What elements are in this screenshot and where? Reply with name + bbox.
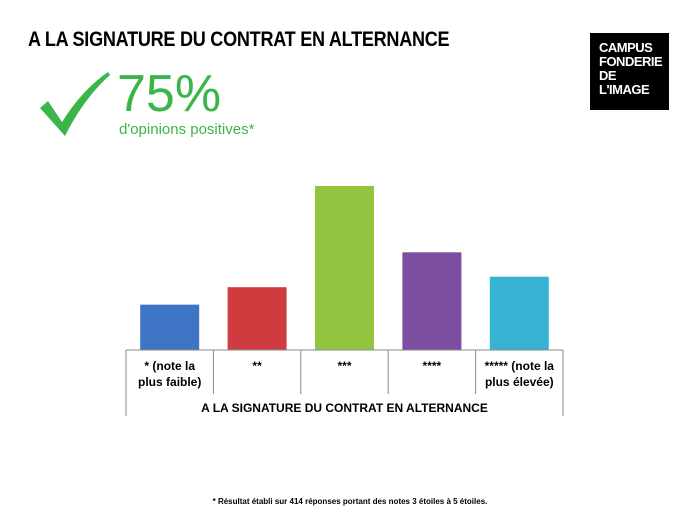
x-axis-label: A LA SIGNATURE DU CONTRAT EN ALTERNANCE bbox=[201, 401, 488, 415]
brand-logo: CAMPUS FONDERIE DE L'IMAGE bbox=[590, 33, 669, 110]
checkmark-icon bbox=[40, 72, 110, 136]
tick-label-4: **** bbox=[423, 359, 442, 373]
tick-label-1: plus faible) bbox=[138, 375, 201, 389]
bar-4 bbox=[402, 252, 462, 350]
tick-label-5: ***** (note la bbox=[485, 359, 555, 373]
footnote: * Résultat établi sur 414 réponses porta… bbox=[212, 497, 488, 506]
tick-label-2: ** bbox=[252, 359, 262, 373]
bar-3 bbox=[315, 186, 374, 350]
tick-label-1: * (note la bbox=[144, 359, 195, 373]
page-title: A LA SIGNATURE DU CONTRAT EN ALTERNANCE bbox=[28, 28, 450, 51]
logo-line: FONDERIE bbox=[599, 54, 663, 69]
positive-percentage-label: d'opinions positives* bbox=[119, 121, 255, 138]
bar-1 bbox=[140, 304, 200, 350]
tick-label-5: plus élevée) bbox=[485, 375, 554, 389]
bar-5 bbox=[489, 276, 549, 350]
bar-2 bbox=[227, 287, 287, 350]
positive-percentage: 75% bbox=[117, 65, 222, 123]
logo-line: DE bbox=[599, 68, 617, 83]
logo-line: L'IMAGE bbox=[599, 82, 650, 97]
tick-label-3: *** bbox=[337, 359, 351, 373]
logo-line: CAMPUS bbox=[599, 40, 653, 55]
